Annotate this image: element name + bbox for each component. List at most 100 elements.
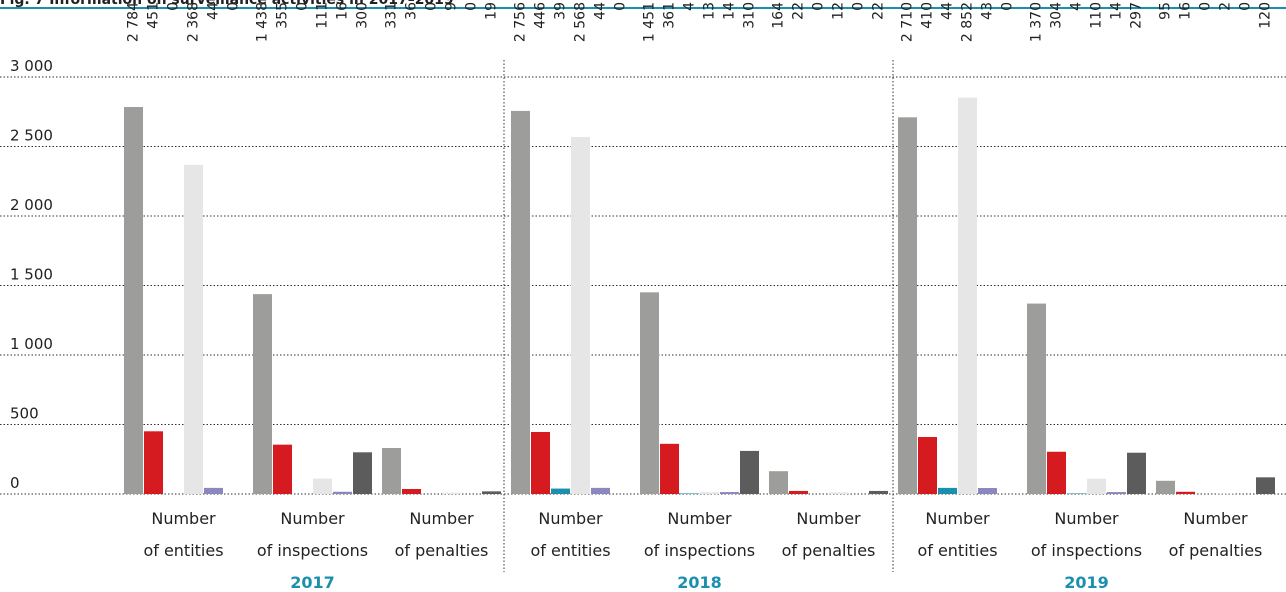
year-label: 2019 [1064,573,1109,592]
value-label: 2 568 [573,2,589,42]
bar [442,492,461,494]
x-tick-label: Number [1183,509,1248,528]
bar [1127,452,1146,494]
bar [482,491,501,494]
x-tick-label: of entities [143,541,223,560]
bar [253,294,272,494]
bar [511,110,530,494]
bar [1087,478,1106,494]
value-label: 0 [226,2,242,11]
x-tick-label: of entities [917,541,997,560]
x-tick-label: Number [1054,509,1119,528]
bar [898,117,917,494]
value-label: 1 451 [642,2,658,42]
value-label: 44 [940,2,956,20]
y-tick-label: 2 500 [10,127,53,145]
bar [1156,480,1175,494]
bar [700,492,719,494]
bar [789,490,808,494]
value-label: 2 756 [513,2,529,42]
value-label: 1 438 [255,2,271,42]
chart-title: Fig. 7 Information on surveillance activ… [0,0,454,8]
value-label: 39 [553,2,569,20]
value-label: 361 [662,2,678,29]
value-label: 0 [424,2,440,11]
value-label: 12 [831,2,847,20]
x-tick-label: Number [667,509,732,528]
value-label: 16 [335,2,351,20]
x-tick-label: of penalties [395,541,489,560]
bar [740,450,759,494]
value-label: 0 [613,2,629,11]
x-tick-label: Number [280,509,345,528]
value-label: 410 [920,2,936,29]
value-label: 0 [295,2,311,11]
bar [829,492,848,494]
bar [1107,492,1126,494]
x-tick-label: Number [151,509,216,528]
value-label: 120 [1258,2,1274,29]
value-label: 44 [206,2,222,20]
x-tick-label: of penalties [782,541,876,560]
value-label: 0 [851,2,867,11]
bar [1027,303,1046,494]
value-label: 304 [1049,2,1065,29]
value-label: 14 [722,2,738,20]
y-tick-label: 2 000 [10,196,53,214]
value-label: 36 [404,2,420,20]
x-tick-label: of inspections [644,541,755,560]
bar [660,443,679,494]
bar [1176,491,1195,494]
value-label: 0 [166,2,182,11]
bar [591,487,610,494]
value-label: 2 [1218,2,1234,11]
value-label: 16 [1178,2,1194,20]
bar [551,488,570,494]
bar [1047,451,1066,494]
value-label: 2 710 [900,2,916,42]
value-label: 297 [1129,2,1145,29]
y-tick-label: 1 500 [10,266,53,284]
value-label: 13 [702,2,718,20]
bar [938,487,957,494]
value-label: 4 [682,2,698,11]
x-tick-label: of inspections [257,541,368,560]
bar [571,137,590,494]
value-label: 110 [1089,2,1105,29]
x-tick-label: of inspections [1031,541,1142,560]
x-tick-label: of penalties [1169,541,1263,560]
bar [1067,493,1086,494]
value-label: 331 [384,2,400,29]
bar [869,490,888,494]
bar [333,491,352,494]
value-label: 14 [1109,2,1125,20]
x-tick-label: Number [538,509,603,528]
bar [382,447,401,494]
y-tick-label: 500 [10,405,39,423]
x-tick-label: of entities [530,541,610,560]
value-label: 9 [444,2,460,11]
bar [313,478,332,494]
bar [978,488,997,494]
bar [640,292,659,494]
bar [958,97,977,495]
y-tick-label: 0 [10,474,20,492]
bar [918,437,937,494]
year-label: 2018 [677,573,722,592]
bar [680,493,699,494]
bar [769,471,788,494]
value-label: 0 [1238,2,1254,11]
value-label: 0 [464,2,480,11]
bar [1256,477,1275,494]
bar [273,444,292,494]
value-label: 4 [1069,2,1085,11]
x-tick-label: Number [925,509,990,528]
bar [720,492,739,494]
bar [531,432,550,494]
value-label: 95 [1158,2,1174,20]
value-label: 2 784 [126,2,142,42]
value-label: 2 852 [960,2,976,42]
x-tick-label: Number [796,509,861,528]
bar [402,488,421,494]
